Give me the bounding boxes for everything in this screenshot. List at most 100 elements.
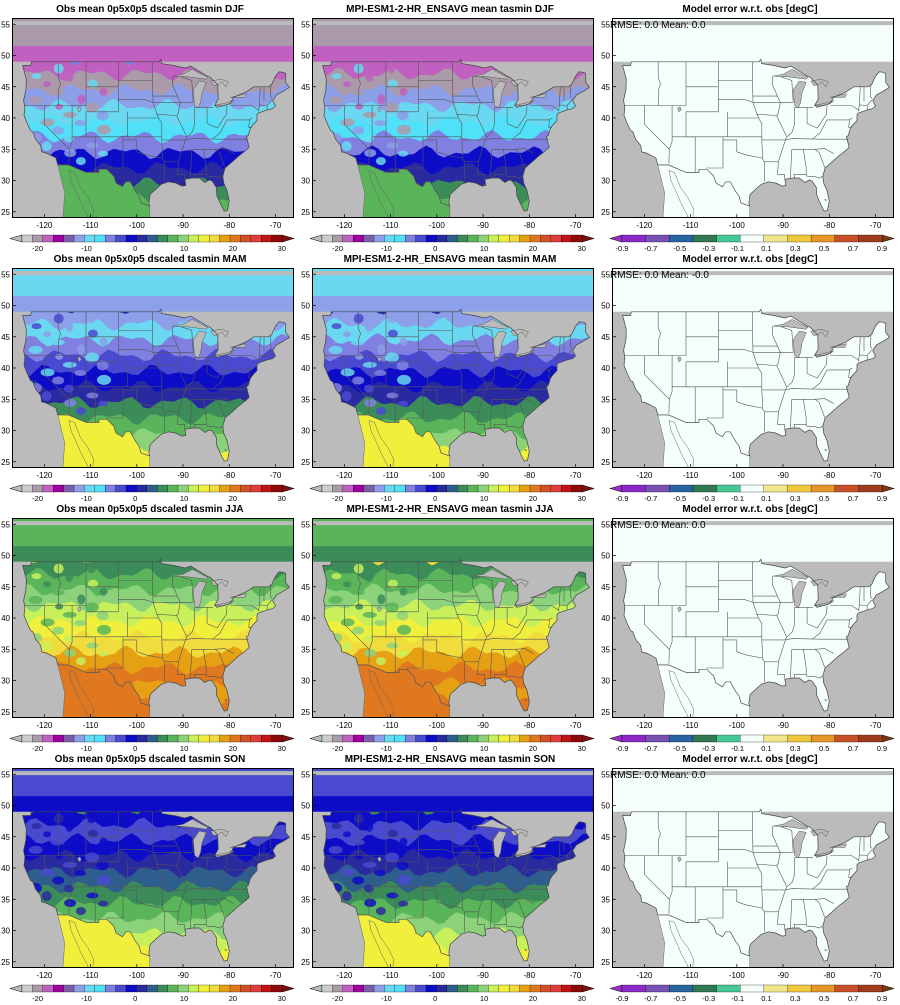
colorbar-swatch: [498, 234, 510, 243]
colorbar-swatch: [509, 484, 521, 493]
colorbar-swatch: [115, 984, 127, 993]
colorbar-swatch: [63, 734, 75, 743]
temperature-map: [12, 518, 294, 718]
colorbar-swatch: [342, 484, 354, 493]
colorbar-swatch: [136, 734, 148, 743]
lat-tick-label: 30: [301, 177, 310, 186]
colorbar-swatch: [84, 484, 96, 493]
error-map: [612, 18, 894, 218]
colorbar-swatch: [21, 484, 33, 493]
lat-tick-label: 45: [301, 333, 310, 342]
error-stats: RMSE: 0.0 Mean: 0.0: [610, 770, 706, 781]
temperature-map: [312, 768, 594, 968]
colorbar-swatch: [834, 984, 859, 993]
panel-title: Obs mean 0p5x0p5 dscaled tasmin DJF: [56, 4, 244, 15]
map-panel-err-son: Model error w.r.t. obs [degC] 25 30 35 40 45 5…: [600, 750, 900, 1003]
lat-tick-label: 30: [1, 677, 10, 686]
lon-tick-label: -100: [429, 221, 446, 230]
lon-tick-label: -80: [223, 221, 235, 230]
colorbar-swatch: [42, 484, 54, 493]
colorbar-swatch: [42, 234, 54, 243]
lat-tick-label: 55: [301, 770, 310, 779]
colorbar-label: 20: [229, 744, 237, 753]
lon-tick-label: -80: [823, 721, 835, 730]
panel-title: MPI-ESM1-2-HR_ENSAVG mean tasmin SON: [344, 754, 556, 765]
lat-tick-label: 25: [301, 708, 310, 717]
lon-tick-label: -90: [177, 471, 189, 480]
colorbar-swatch: [446, 984, 458, 993]
lon-tick-label: -90: [177, 721, 189, 730]
lat-tick-label: 25: [601, 958, 610, 967]
lat-tick-label: 45: [601, 83, 610, 92]
colorbar-swatch: [21, 234, 33, 243]
colorbar-label: 0: [433, 744, 437, 753]
colorbar-label: 0.7: [848, 744, 858, 753]
colorbar-swatch: [363, 734, 375, 743]
lon-tick-label: -110: [383, 971, 399, 980]
temperature-map: [312, 18, 594, 218]
colorbar-swatch: [63, 234, 75, 243]
colorbar-swatch: [498, 984, 510, 993]
colorbar-label: 20: [529, 244, 537, 253]
map-panel-err-djf: Model error w.r.t. obs [degC] 25 30 35 40 45 5…: [600, 0, 900, 253]
colorbar-swatch: [53, 984, 65, 993]
colorbar-label: -10: [381, 994, 392, 1003]
colorbar-swatch: [787, 234, 812, 243]
map-axes: 25 30 35 40 45 50 55 -120 -110 -100 -90 -80 -70: [1, 20, 282, 230]
colorbar-swatch: [384, 984, 396, 993]
colorbar-swatch: [810, 484, 836, 493]
lat-tick-label: 55: [301, 20, 310, 29]
lat-tick-label: 55: [601, 770, 610, 779]
colorbar-swatch: [477, 984, 489, 993]
lat-tick-label: 35: [301, 145, 310, 154]
colorbar-swatch: [467, 734, 479, 743]
lat-tick-label: 55: [601, 520, 610, 529]
colorbar-swatch: [457, 484, 469, 493]
lon-tick-label: -70: [570, 971, 582, 980]
colorbar-swatch: [363, 984, 375, 993]
colorbar-label: -20: [332, 744, 343, 753]
colorbar-swatch: [21, 984, 33, 993]
lat-tick-label: 30: [601, 427, 610, 436]
lat-tick-label: 35: [1, 895, 10, 904]
lat-tick-label: 45: [601, 833, 610, 842]
colorbar-swatch: [763, 484, 788, 493]
colorbar-swatch: [250, 484, 262, 493]
colorbar-swatch: [834, 734, 859, 743]
colorbar-label: 0: [133, 494, 137, 503]
lat-tick-label: 25: [301, 458, 310, 467]
colorbar-label: -10: [381, 494, 392, 503]
colorbar-swatch: [250, 234, 262, 243]
lon-tick-label: -110: [83, 721, 99, 730]
lon-tick-label: -120: [36, 971, 53, 980]
mean-value: Mean: -0.0: [661, 270, 709, 281]
colorbar-swatch: [858, 234, 883, 243]
colorbar-swatch: [787, 734, 812, 743]
lat-tick-label: 30: [601, 177, 610, 186]
lon-tick-label: -110: [83, 471, 99, 480]
colorbar-swatch: [240, 734, 252, 743]
colorbar-swatch: [177, 234, 189, 243]
colorbar-label: -20: [332, 244, 343, 253]
panel-title: Obs mean 0p5x0p5 dscaled tasmin JJA: [56, 504, 244, 515]
lat-tick-label: 50: [601, 302, 610, 311]
colorbar-swatch: [73, 234, 85, 243]
temperature-colorbar: -20 -10 0 10 20 30: [9, 234, 295, 253]
colorbar-label: 0.5: [819, 994, 829, 1003]
colorbar-label: 20: [529, 494, 537, 503]
lon-tick-label: -90: [177, 971, 189, 980]
colorbar-swatch: [261, 734, 273, 743]
colorbar-swatch: [353, 984, 365, 993]
colorbar-swatch: [373, 234, 385, 243]
colorbar-label: -20: [32, 244, 43, 253]
panel-title: Obs mean 0p5x0p5 dscaled tasmin SON: [54, 754, 246, 765]
mean-value: Mean: 0.0: [661, 520, 706, 531]
colorbar-label: -0.5: [673, 994, 686, 1003]
colorbar-label: 0: [133, 244, 137, 253]
colorbar-swatch: [373, 484, 385, 493]
lat-tick-label: 55: [601, 20, 610, 29]
colorbar-label: -0.5: [673, 494, 686, 503]
colorbar-swatch: [561, 484, 573, 493]
colorbar-swatch: [157, 484, 169, 493]
colorbar-swatch: [94, 734, 106, 743]
